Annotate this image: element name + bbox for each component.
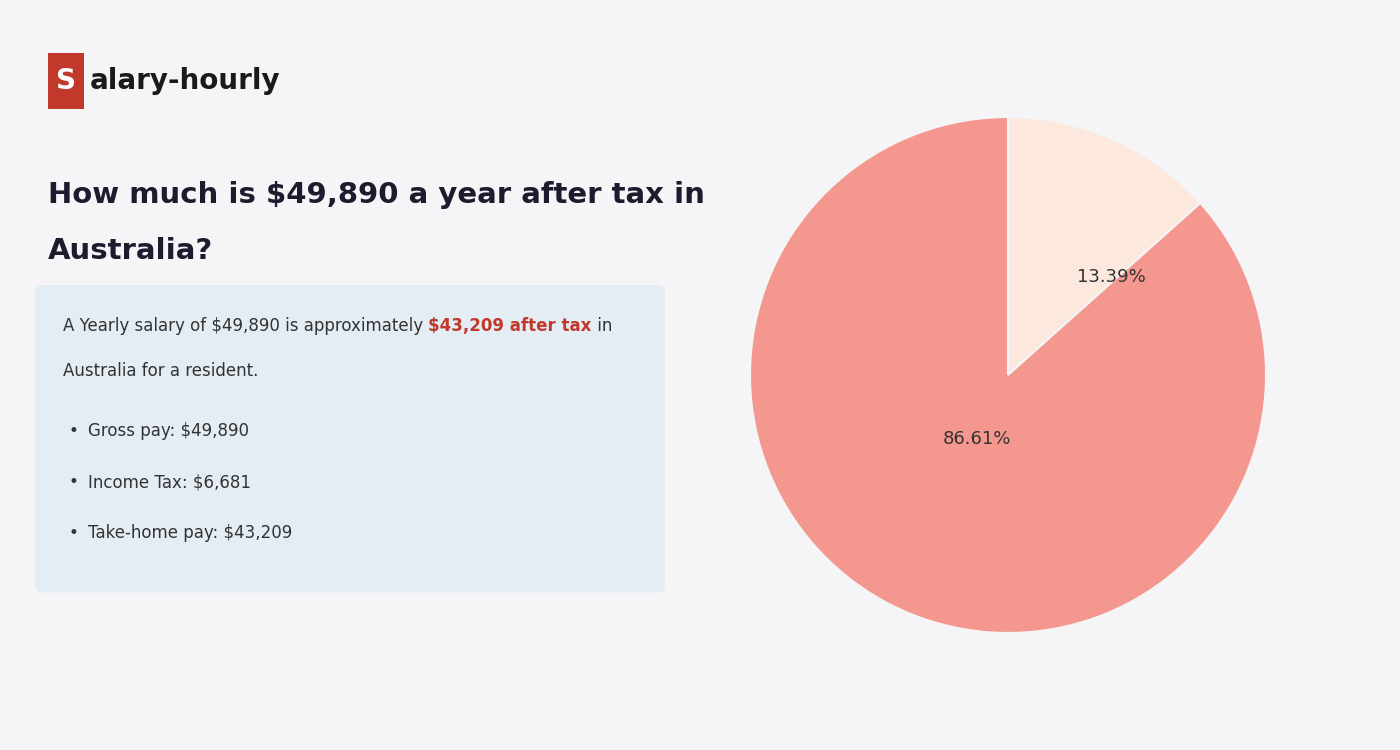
Text: •: • (69, 524, 78, 542)
Text: 13.39%: 13.39% (1077, 268, 1145, 286)
Text: Take-home pay: $43,209: Take-home pay: $43,209 (87, 524, 291, 542)
FancyBboxPatch shape (35, 285, 665, 592)
Text: alary-hourly: alary-hourly (90, 67, 280, 94)
Text: Australia for a resident.: Australia for a resident. (63, 362, 259, 380)
Text: How much is $49,890 a year after tax in: How much is $49,890 a year after tax in (48, 181, 704, 209)
Text: •: • (69, 422, 78, 440)
Wedge shape (750, 117, 1266, 633)
Text: S: S (56, 67, 76, 94)
Text: $43,209 after tax: $43,209 after tax (428, 317, 592, 335)
Text: 86.61%: 86.61% (942, 430, 1011, 448)
Wedge shape (1008, 117, 1200, 375)
Text: Australia?: Australia? (48, 237, 213, 266)
Text: Gross pay: $49,890: Gross pay: $49,890 (87, 422, 249, 440)
Text: A Yearly salary of $49,890 is approximately: A Yearly salary of $49,890 is approximat… (63, 317, 428, 335)
FancyBboxPatch shape (48, 53, 84, 109)
Text: in: in (592, 317, 612, 335)
Text: Income Tax: $6,681: Income Tax: $6,681 (87, 473, 251, 491)
Text: •: • (69, 473, 78, 491)
